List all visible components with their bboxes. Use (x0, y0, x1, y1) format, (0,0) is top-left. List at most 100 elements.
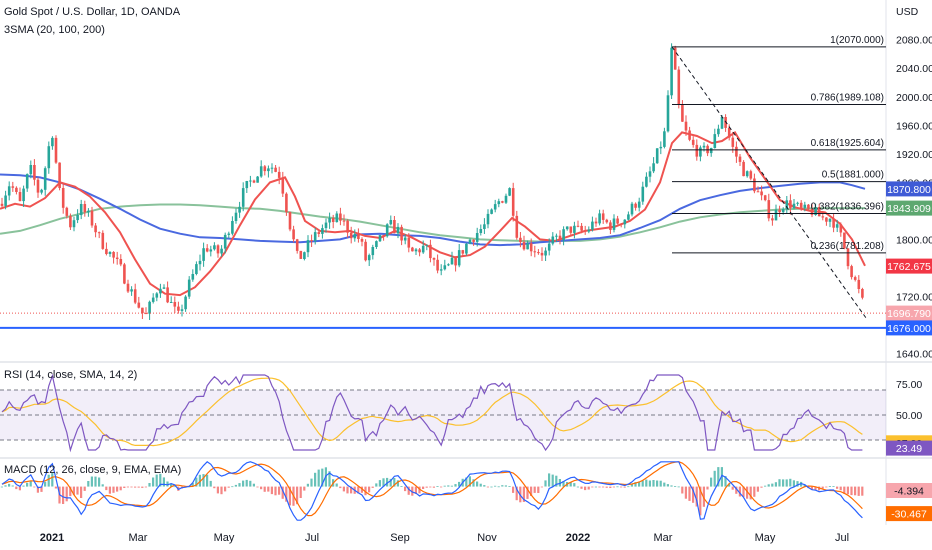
candle-body (414, 249, 418, 252)
candle-body (292, 229, 295, 240)
macd-histogram-bar (260, 486, 263, 490)
fib-level-label: 0.5(1881.000) (822, 170, 884, 181)
macd-histogram-bar (299, 486, 302, 498)
candle-body (155, 293, 159, 298)
macd-histogram-bar (108, 486, 111, 494)
candle-body (810, 208, 814, 215)
candle-body (277, 171, 281, 178)
candle-body (25, 174, 29, 189)
macd-histogram-bar (612, 486, 615, 488)
candle-body (313, 232, 317, 241)
candle-body (151, 297, 155, 302)
candle-body (69, 215, 72, 228)
candle-body (245, 181, 249, 189)
macd-histogram-bar (76, 486, 79, 495)
candle-body (101, 232, 105, 249)
macd-histogram-bar (342, 486, 345, 492)
candle-body (18, 192, 22, 202)
macd-histogram-bar (414, 486, 417, 494)
macd-histogram-bar (404, 486, 407, 492)
macd-histogram-bar (360, 486, 363, 493)
macd-histogram-bar (206, 474, 209, 487)
macd-histogram-bar (274, 486, 277, 496)
candle-body (756, 191, 760, 193)
price-tag (886, 181, 932, 197)
candle-body (263, 166, 267, 172)
macd-histogram-bar (209, 480, 212, 487)
candle-body (623, 219, 627, 225)
fib-level-label: 0.786(1989.108) (811, 93, 884, 104)
macd-histogram-bar (296, 486, 299, 505)
macd-histogram-bar (778, 479, 781, 487)
macd-histogram-bar (774, 482, 777, 487)
candle-body (587, 229, 591, 232)
macd-histogram-bar (688, 486, 691, 501)
macd-histogram-bar (522, 486, 525, 502)
candle-body (166, 287, 169, 303)
macd-tag (886, 506, 932, 522)
candle-body (213, 245, 216, 250)
candle-body (666, 95, 670, 132)
macd-histogram-bar (101, 484, 104, 487)
candle-body (522, 242, 526, 250)
price-tag-value: 1870.800 (887, 184, 931, 196)
candle-body (231, 221, 234, 234)
candle-body (299, 250, 303, 259)
macd-histogram-bar (598, 486, 601, 488)
candle-body (126, 283, 130, 292)
macd-histogram-bar (429, 486, 432, 488)
macd-histogram-bar (454, 484, 457, 487)
candle-body (709, 148, 713, 154)
candle-body (425, 244, 429, 246)
macd-histogram-bar (724, 476, 727, 487)
macd-histogram-bar (843, 486, 846, 494)
macd-histogram-bar (749, 486, 752, 500)
macd-histogram-bar (126, 486, 129, 488)
macd-histogram-bar (742, 486, 745, 497)
macd-histogram-bar (789, 478, 792, 487)
macd-histogram-bar (252, 483, 255, 487)
rsi-sma-line (1, 377, 863, 447)
macd-histogram-bar (544, 480, 547, 487)
macd-histogram-bar (339, 486, 342, 489)
candle-body (742, 161, 745, 177)
candle-body (717, 128, 720, 135)
candle-body (540, 252, 544, 256)
candle-body (396, 226, 400, 234)
macd-histogram-bar (386, 477, 389, 487)
candle-body (389, 220, 393, 225)
candle-body (436, 259, 439, 271)
candle-body (861, 289, 864, 298)
candle-body (565, 226, 569, 230)
candle-body (760, 191, 763, 196)
candle-body (461, 250, 465, 254)
fib-level-label: 0.618(1925.604) (811, 138, 884, 149)
candle-body (691, 139, 695, 145)
macd-histogram-bar (98, 477, 101, 487)
macd-histogram-bar (47, 474, 50, 487)
candle-body (54, 137, 58, 163)
macd-histogram-bar (202, 474, 205, 487)
candle-body (259, 166, 263, 177)
candle-body (673, 47, 677, 70)
candle-body (234, 212, 238, 221)
macd-histogram-bar (422, 486, 425, 489)
x-tick-label: Mar (129, 532, 148, 544)
macd-histogram-bar (792, 480, 795, 487)
macd-histogram-bar (278, 486, 281, 495)
candle-body (817, 207, 821, 217)
macd-histogram-bar (785, 479, 788, 487)
price-tag-value: 1676.000 (887, 323, 931, 335)
candle-body (47, 146, 51, 169)
macd-histogram-bar (677, 486, 680, 488)
x-tick-label: May (755, 532, 776, 544)
macd-histogram-bar (198, 474, 201, 487)
candle-body (612, 218, 616, 230)
candle-body (87, 210, 90, 213)
candle-body (778, 209, 781, 213)
x-tick-label: Mar (654, 532, 673, 544)
macd-histogram-bar (54, 486, 57, 489)
macd-histogram-bar (760, 486, 763, 488)
